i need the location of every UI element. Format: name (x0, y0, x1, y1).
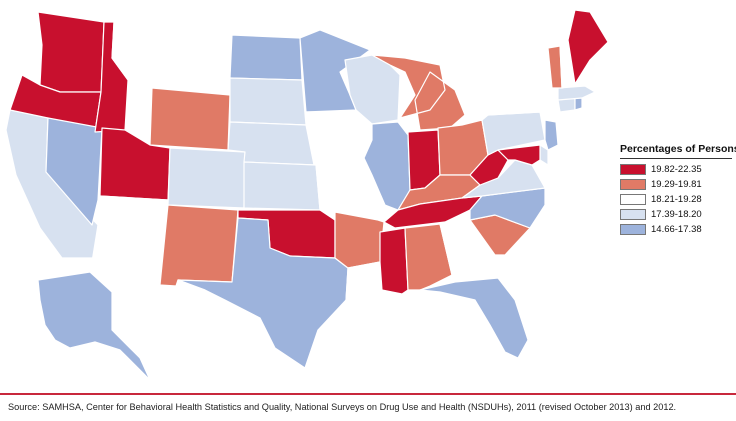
state-ar (334, 211, 385, 269)
state-mt (111, 21, 233, 96)
state-md (497, 144, 541, 166)
legend-label: 19.82-22.35 (651, 164, 702, 175)
state-tx (177, 217, 349, 369)
legend-swatch (620, 209, 646, 220)
legend-label: 19.29-19.81 (651, 179, 702, 190)
hawaii-islands (191, 342, 254, 381)
state-co (167, 147, 246, 209)
state-il (363, 121, 411, 211)
legend-swatch (620, 179, 646, 190)
divider-rule (0, 393, 736, 395)
state-ri (574, 97, 583, 111)
state-fl (419, 277, 529, 359)
map-svg (5, 9, 609, 381)
state-nv (45, 117, 103, 226)
legend-item: 17.39-18.20 (620, 208, 732, 221)
state-ak (37, 271, 151, 381)
state-az (91, 195, 169, 286)
legend-item: 18.21-19.28 (620, 193, 732, 206)
state-ks (243, 161, 321, 211)
legend-item: 19.29-19.81 (620, 178, 732, 191)
legend-swatch (620, 224, 646, 235)
state-wy (149, 87, 231, 151)
state-nd (229, 34, 303, 81)
source-note: Source: SAMHSA, Center for Behavioral He… (8, 402, 677, 412)
legend-item: 19.82-22.35 (620, 163, 732, 176)
state-wa (37, 11, 105, 93)
state-ms (379, 227, 409, 295)
state-nj (544, 119, 559, 151)
state-sd (229, 77, 307, 126)
map-legend: Percentages of Persons 19.82-22.35 19.29… (620, 143, 736, 238)
legend-label: 17.39-18.20 (651, 209, 702, 220)
legend-item: 14.66-17.38 (620, 223, 732, 236)
state-me (567, 9, 609, 85)
state-nm (159, 204, 239, 287)
us-state-map (5, 9, 609, 381)
legend-swatch (620, 164, 646, 175)
legend-swatch (620, 194, 646, 205)
state-ia (305, 111, 373, 161)
legend-label: 14.66-17.38 (651, 224, 702, 235)
state-ma (557, 85, 596, 101)
legend-label: 18.21-19.28 (651, 194, 702, 205)
legend-title: Percentages of Persons (620, 143, 736, 159)
